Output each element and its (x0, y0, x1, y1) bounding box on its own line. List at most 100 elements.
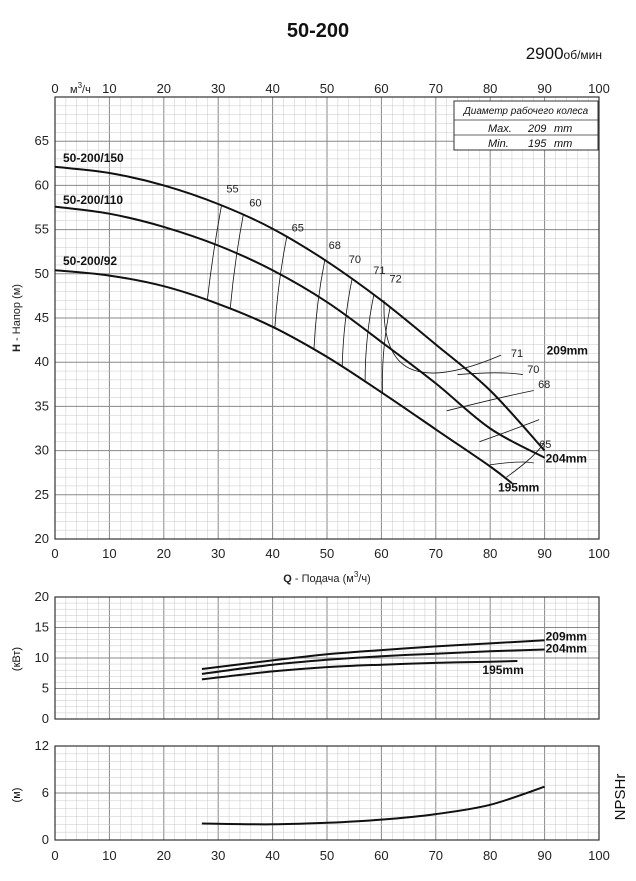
efficiency-line (446, 390, 534, 412)
y-tick-label: 0 (42, 711, 49, 726)
x-tick-label: 10 (102, 546, 116, 561)
efficiency-line (364, 294, 375, 382)
x-tick-label: 40 (265, 81, 279, 96)
efficiency-label: 65 (539, 439, 551, 451)
y-tick-label: 50 (35, 266, 49, 281)
impeller-legend-box (453, 100, 599, 151)
efficiency-label: 65 (292, 222, 304, 234)
x-tick-label: 30 (211, 546, 225, 561)
y-tick-label: 45 (35, 310, 49, 325)
hq-curve-195mm (54, 269, 513, 485)
y-tick-label: 25 (35, 487, 49, 502)
curve-model-label: 50-200/110 (63, 193, 123, 207)
curve-model-label: 50-200/150 (63, 151, 124, 165)
y-tick-label: 40 (35, 354, 49, 369)
efficiency-line (479, 419, 540, 443)
legend-title: Диаметр рабочего колеса (463, 105, 589, 117)
power-curve-204mm (201, 648, 545, 675)
efficiency-line (506, 441, 545, 478)
y-tick-label: 6 (42, 785, 49, 800)
efficiency-line (457, 372, 523, 375)
curve-model-label: 50-200/92 (63, 254, 117, 268)
x-tick-label: 100 (588, 81, 610, 96)
efficiency-label: 72 (390, 274, 402, 286)
y-axis-label: H - Напор (м) (11, 284, 23, 352)
speed-unit: об/мин (563, 48, 602, 62)
npsh-curve (201, 785, 545, 826)
x-tick-label: 30 (211, 81, 225, 96)
x-tick-label: 50 (320, 546, 334, 561)
y-tick-label: 20 (35, 589, 49, 604)
plot-frame (54, 596, 600, 720)
efficiency-line (229, 215, 244, 309)
efficiency-line (341, 279, 353, 367)
efficiency-line (383, 300, 502, 374)
efficiency-line (274, 237, 288, 329)
efficiency-line (381, 307, 391, 394)
x-tick-label: 0 (51, 848, 58, 863)
power-axis-label: (кВт) (11, 647, 23, 671)
efficiency-label: 71 (373, 265, 385, 277)
x-axis-label: Q - Подача (м3/ч) (283, 570, 370, 585)
x-tick-label: 50 (320, 81, 334, 96)
y-tick-label: 15 (35, 620, 49, 635)
legend-row-value: 195 (528, 138, 547, 150)
legend-row-label: Max. (488, 123, 512, 135)
efficiency-line (490, 461, 534, 466)
x-tick-label: 10 (102, 81, 116, 96)
top-axis-unit: м3/ч (70, 81, 91, 96)
curve-end-label: 209mm (547, 344, 588, 358)
x-tick-label: 20 (157, 848, 171, 863)
x-tick-label: 30 (211, 848, 225, 863)
x-tick-label: 60 (374, 81, 388, 96)
x-tick-label: 10 (102, 848, 116, 863)
x-tick-label: 60 (374, 848, 388, 863)
y-tick-label: 60 (35, 177, 49, 192)
x-tick-label: 70 (429, 81, 443, 96)
legend-row-value: 209 (527, 123, 546, 135)
npsh-axis-label: (м) (11, 788, 23, 803)
hq-curve-204mm (54, 205, 546, 459)
efficiency-label: 68 (538, 379, 550, 391)
x-tick-label: 90 (537, 81, 551, 96)
efficiency-label: 71 (511, 348, 523, 360)
x-tick-label: 0 (51, 81, 58, 96)
curve-end-label: 204mm (546, 452, 587, 466)
efficiency-label: 55 (226, 183, 238, 195)
x-tick-label: 70 (429, 848, 443, 863)
x-tick-label: 60 (374, 546, 388, 561)
y-tick-label: 30 (35, 443, 49, 458)
x-tick-label: 0 (51, 546, 58, 561)
plot-frame (54, 96, 600, 540)
legend-row-unit: mm (554, 138, 572, 150)
x-tick-label: 80 (483, 81, 497, 96)
x-tick-label: 20 (157, 81, 171, 96)
x-tick-label: 50 (320, 848, 334, 863)
efficiency-line (206, 205, 222, 301)
y-tick-label: 55 (35, 222, 49, 237)
power-curve-label: 209mm (546, 629, 587, 643)
hq-curve-209mm (54, 165, 546, 452)
x-tick-label: 80 (483, 848, 497, 863)
speed-value: 2900 (525, 44, 564, 63)
y-tick-label: 10 (35, 650, 49, 665)
efficiency-label: 70 (527, 364, 539, 376)
x-tick-label: 100 (588, 848, 610, 863)
x-tick-label: 100 (588, 546, 610, 561)
y-tick-label: 35 (35, 398, 49, 413)
x-tick-label: 80 (483, 546, 497, 561)
x-tick-label: 70 (429, 546, 443, 561)
x-tick-label: 40 (265, 546, 279, 561)
y-tick-label: 65 (35, 133, 49, 148)
speed-label: 2900об/мин (526, 44, 602, 64)
page-title: 50-200 (286, 20, 350, 42)
power-curve-209mm (201, 639, 545, 670)
legend-row-unit: mm (554, 123, 572, 135)
x-tick-label: 90 (537, 848, 551, 863)
power-curve-195mm (201, 660, 518, 681)
legend-row-label: Min. (488, 138, 509, 150)
y-tick-label: 5 (42, 681, 49, 696)
plot-frame (54, 745, 600, 841)
y-tick-label: 0 (42, 832, 49, 847)
efficiency-label: 70 (349, 254, 361, 266)
